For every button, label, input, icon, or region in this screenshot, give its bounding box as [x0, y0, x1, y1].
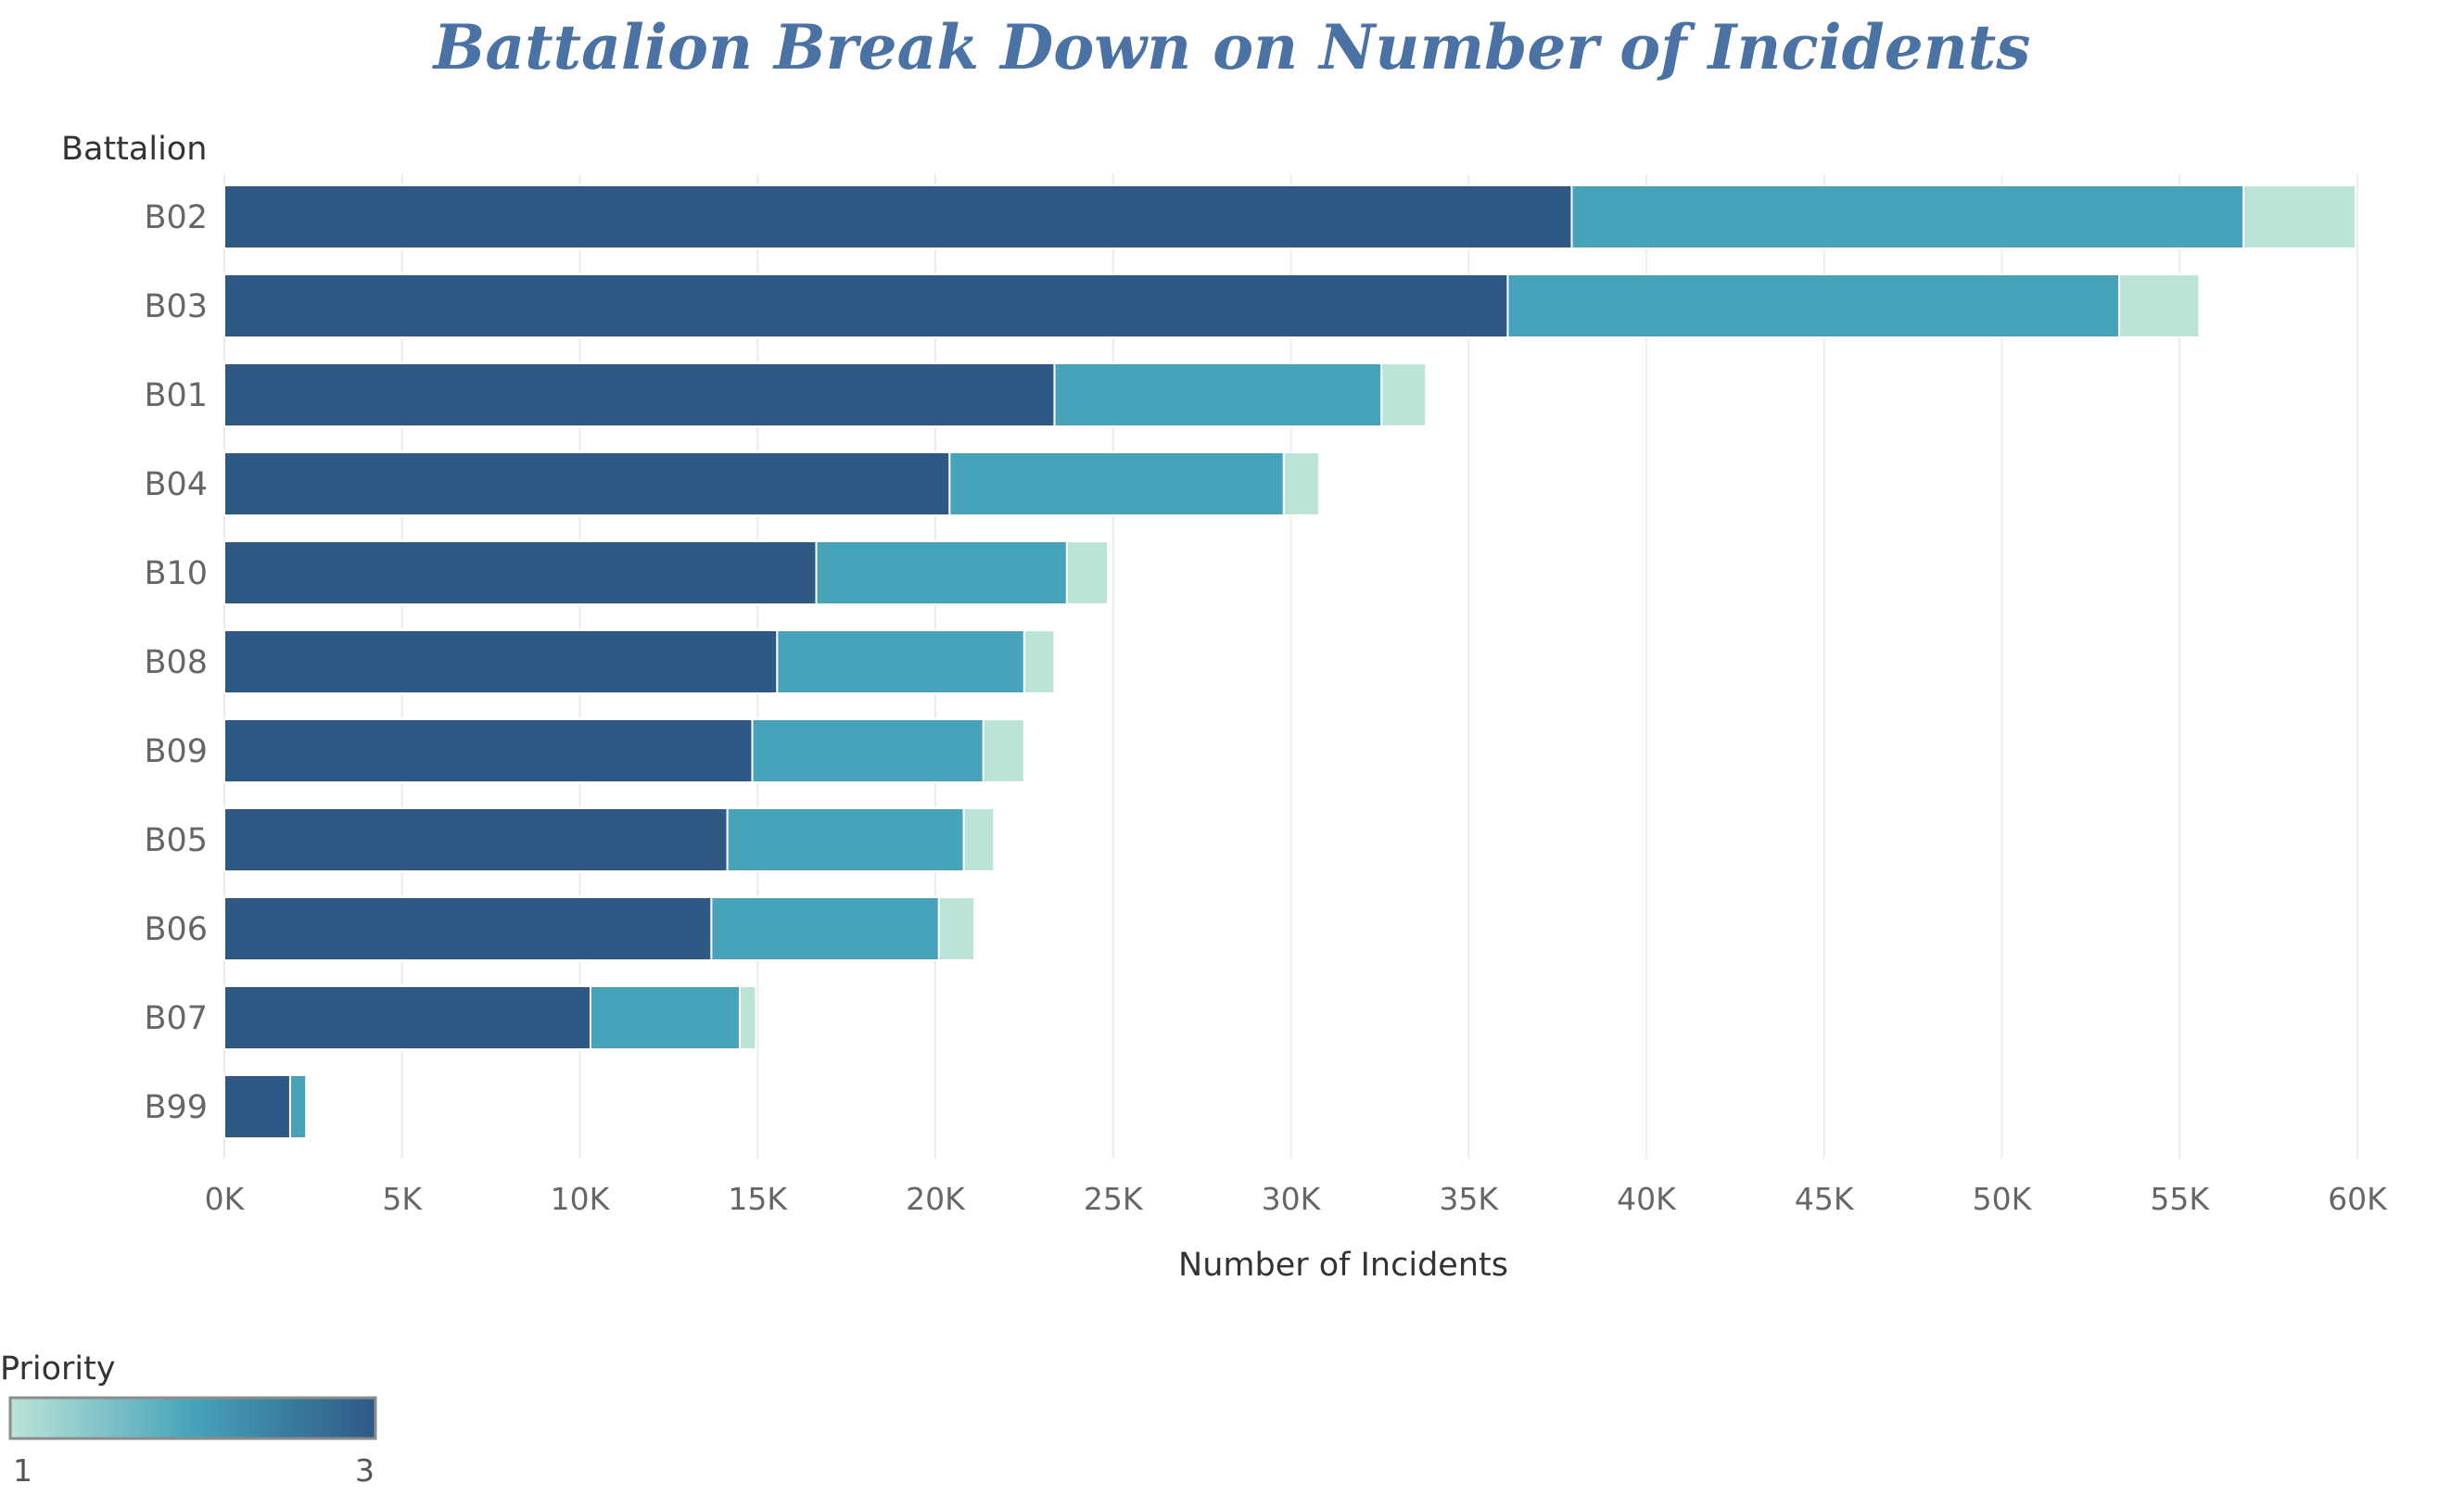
y-tick-label: B99 — [144, 1089, 208, 1126]
bar-segment[interactable] — [1065, 540, 1109, 605]
bar-segment[interactable] — [223, 718, 754, 783]
bar-segment[interactable] — [223, 540, 818, 605]
legend-min-label: 1 — [13, 1452, 32, 1489]
bar-segment[interactable] — [776, 629, 1025, 694]
x-axis-tick-labels: 0K 5K 10K 15K 20K 25K 30K 35K 40K 45K 50K 55K 60K — [205, 1181, 2388, 1217]
x-tick-label: 40K — [1617, 1181, 1677, 1217]
x-tick-label: 45K — [1795, 1181, 1855, 1217]
bar-segment[interactable] — [223, 451, 951, 516]
bar-segment[interactable] — [590, 985, 742, 1050]
y-tick-label: B08 — [144, 644, 208, 681]
bar-segment[interactable] — [223, 362, 1056, 427]
y-tick-label: B10 — [144, 555, 208, 592]
bar-segment[interactable] — [937, 896, 976, 961]
bar-segment[interactable] — [1380, 362, 1428, 427]
y-tick-label: B07 — [144, 1000, 208, 1037]
x-axis-title: Number of Incidents — [1178, 1247, 1508, 1284]
bar-segment[interactable] — [2242, 184, 2357, 249]
bar-segment[interactable] — [223, 807, 729, 872]
bar-segment[interactable] — [1053, 362, 1383, 427]
legend: Priority 1 3 — [0, 1350, 377, 1489]
bar-segment[interactable] — [223, 896, 713, 961]
bar-segment[interactable] — [288, 1074, 308, 1139]
bar-segment[interactable] — [2118, 273, 2201, 338]
x-tick-label: 55K — [2150, 1181, 2210, 1217]
legend-title: Priority — [0, 1350, 116, 1388]
bar-segment[interactable] — [1570, 184, 2245, 249]
bar-segment[interactable] — [815, 540, 1068, 605]
bar-segment[interactable] — [726, 807, 965, 872]
y-tick-label: B09 — [144, 733, 208, 770]
bar-segment[interactable] — [962, 807, 996, 872]
y-axis-tick-labels: B02 B03 B01 B04 B10 B08 B09 B05 B06 B07 B99 — [144, 199, 208, 1126]
y-tick-label: B03 — [144, 288, 208, 325]
x-tick-label: 30K — [1262, 1181, 1322, 1217]
x-tick-label: 60K — [2328, 1181, 2388, 1217]
x-tick-label: 50K — [1973, 1181, 2033, 1217]
y-axis-title: Battalion — [61, 131, 207, 168]
chart-title: Battalion Break Down on Number of Incide… — [432, 11, 2031, 83]
y-tick-label: B04 — [144, 466, 208, 503]
x-tick-label: 0K — [205, 1181, 246, 1217]
x-tick-label: 5K — [382, 1181, 423, 1217]
x-tick-label: 10K — [551, 1181, 611, 1217]
bar-segment[interactable] — [223, 273, 1509, 338]
bar-segment[interactable] — [1506, 273, 2121, 338]
x-tick-label: 20K — [906, 1181, 966, 1217]
x-tick-label: 25K — [1084, 1181, 1144, 1217]
bar-segment[interactable] — [710, 896, 940, 961]
bar-segment[interactable] — [223, 1074, 291, 1139]
x-tick-label: 35K — [1439, 1181, 1499, 1217]
y-tick-label: B01 — [144, 377, 208, 414]
bar-segment[interactable] — [223, 184, 1573, 249]
legend-color-ramp — [8, 1396, 377, 1440]
bars — [223, 184, 2357, 1139]
bar-segment[interactable] — [982, 718, 1025, 783]
bar-segment[interactable] — [1022, 629, 1056, 694]
y-tick-label: B06 — [144, 911, 208, 948]
x-tick-label: 15K — [728, 1181, 788, 1217]
legend-max-label: 3 — [355, 1452, 375, 1489]
y-tick-label: B02 — [144, 199, 208, 236]
bar-segment[interactable] — [751, 718, 984, 783]
bar-segment[interactable] — [223, 629, 779, 694]
bar-segment[interactable] — [948, 451, 1285, 516]
y-tick-label: B05 — [144, 822, 208, 859]
bar-segment[interactable] — [739, 985, 757, 1050]
bar-segment[interactable] — [223, 985, 592, 1050]
bar-segment[interactable] — [1282, 451, 1321, 516]
